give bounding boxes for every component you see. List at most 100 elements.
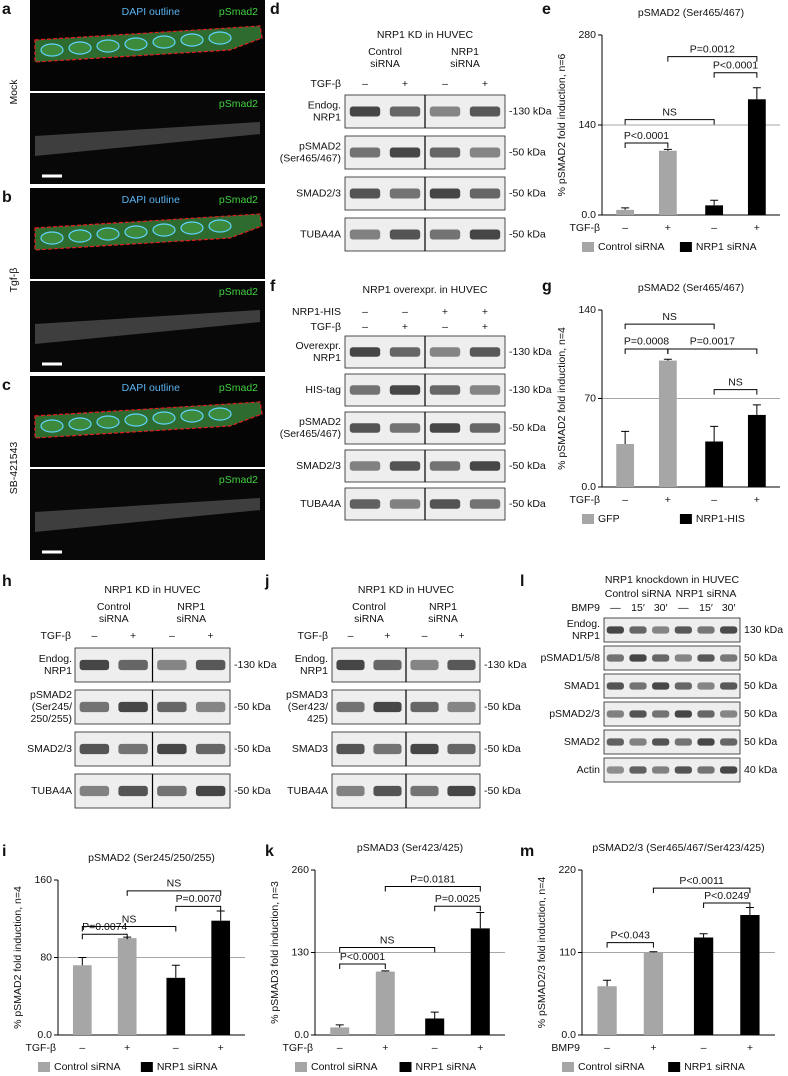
- legend-swatch: [679, 514, 692, 524]
- blot-band: [349, 423, 381, 433]
- blot-band: [469, 188, 501, 199]
- y-axis-label: % pSMAD2 fold induction, n=6: [556, 53, 568, 196]
- row-label: NRP1: [300, 665, 328, 677]
- blot-band: [389, 347, 421, 357]
- blot-band: [674, 654, 692, 662]
- significance-label: P=0.0025: [435, 893, 480, 905]
- x-tick-label: +: [754, 222, 760, 234]
- cell-signal: [35, 122, 260, 156]
- size-label: -50 kDa: [234, 785, 271, 797]
- blot-band: [157, 785, 187, 797]
- error-bar: [699, 933, 708, 938]
- legend-label: Control siRNA: [311, 1061, 378, 1073]
- blot-band: [629, 682, 647, 690]
- significance-bracket: [624, 323, 715, 330]
- blot-band: [629, 626, 647, 634]
- error-bar: [649, 951, 658, 953]
- panel-letter: b: [2, 189, 12, 206]
- bar: [470, 928, 490, 1035]
- treatment-label: TGF-β: [297, 630, 328, 642]
- blot-band: [349, 385, 381, 395]
- x-tick-label: +: [218, 1042, 224, 1054]
- blot-band: [79, 785, 110, 797]
- panel-letter: a: [2, 1, 11, 18]
- treatment-sign: —: [610, 602, 621, 614]
- blot-band: [118, 743, 148, 755]
- y-tick-label: 260: [291, 864, 309, 876]
- row-label: HIS-tag: [305, 384, 341, 396]
- x-tick-label: +: [665, 222, 671, 234]
- row-label: 425): [307, 713, 328, 725]
- blot-band: [720, 738, 738, 746]
- y-axis-label: % pSMAD2/3 fold induction, n=4: [536, 877, 548, 1029]
- x-tick-label: +: [650, 1042, 656, 1054]
- treatment-sign: 30′: [654, 602, 668, 614]
- nucleus-outline: [96, 415, 120, 429]
- blot-band: [349, 229, 381, 240]
- chart-title: pSMAD2 (Ser465/467): [638, 282, 744, 294]
- nucleus-outline: [96, 227, 120, 241]
- row-label: pSMAD2: [299, 416, 341, 428]
- panel-letter: c: [2, 377, 11, 394]
- blot-band: [410, 743, 439, 755]
- blot-band: [349, 461, 381, 471]
- nucleus-outline: [208, 407, 232, 421]
- panel-letter: f: [270, 278, 276, 295]
- condition-label: Tgf-β: [8, 268, 20, 293]
- blot-band: [429, 499, 461, 509]
- blot-band: [674, 626, 692, 634]
- blot-band: [389, 229, 421, 240]
- significance-bracket: [434, 905, 481, 912]
- significance-label: P<0.0001: [624, 130, 669, 142]
- y-tick-label: 130: [291, 946, 309, 958]
- blot-band: [606, 654, 624, 662]
- significance-label: P=0.0181: [410, 873, 455, 885]
- error-bar: [603, 979, 612, 987]
- nucleus-outline: [40, 419, 64, 433]
- blot-band: [674, 738, 692, 746]
- group-label: Control: [368, 46, 402, 58]
- blot-band: [652, 626, 670, 634]
- x-axis-label: TGF-β: [282, 1042, 313, 1054]
- significance-label: NS: [380, 934, 395, 946]
- blot-band: [629, 738, 647, 746]
- row-label: SMAD3: [292, 743, 328, 755]
- blot-band: [336, 743, 365, 755]
- row-label: 250/255): [31, 713, 72, 725]
- significance-label: NS: [662, 311, 677, 323]
- bar: [117, 938, 137, 1035]
- size-label: -50 kDa: [234, 701, 271, 713]
- chart-title: pSMAD2/3 (Ser465/467/Ser423/425): [592, 842, 764, 854]
- blot-band: [373, 785, 402, 797]
- blot-band: [429, 423, 461, 433]
- size-label: -50 kDa: [509, 228, 546, 240]
- y-tick-label: 70: [584, 392, 596, 404]
- legend-swatch: [295, 1062, 307, 1072]
- group-label: Control: [97, 601, 131, 613]
- treatment-sign: +: [402, 321, 408, 333]
- blot-strip: [603, 701, 741, 727]
- legend-swatch: [668, 1062, 681, 1072]
- panel-letter: k: [265, 843, 274, 860]
- row-label: Endog.: [567, 618, 600, 630]
- blot-band: [469, 106, 501, 117]
- treatment-sign: 15′: [631, 602, 645, 614]
- treatment-sign: –: [442, 321, 448, 333]
- significance-bracket: [81, 926, 177, 932]
- chart-title: pSMAD2 (Ser245/250/255): [88, 852, 215, 864]
- nucleus-outline: [40, 43, 64, 57]
- size-label: -130 kDa: [509, 105, 552, 117]
- row-label: pSMAD1/5/8: [540, 652, 600, 664]
- bar: [747, 99, 766, 215]
- blot-band: [697, 682, 715, 690]
- blot-band: [373, 701, 402, 713]
- significance-bracket: [339, 947, 436, 953]
- blot-band: [389, 188, 421, 199]
- x-tick-label: +: [747, 1042, 753, 1054]
- group-label: Control: [352, 601, 386, 613]
- x-tick-label: –: [604, 1042, 610, 1054]
- significance-bracket: [339, 963, 386, 970]
- bar: [740, 915, 760, 1035]
- x-tick-label: –: [622, 494, 628, 506]
